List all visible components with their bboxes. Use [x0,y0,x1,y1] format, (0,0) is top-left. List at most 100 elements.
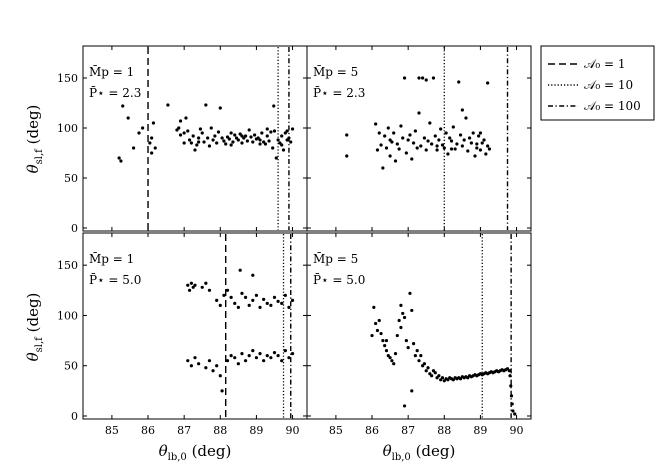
data-point [251,298,255,302]
data-point [509,384,513,388]
data-point [274,156,278,160]
data-point [406,138,410,142]
data-point [478,131,483,135]
data-point [487,147,492,151]
data-point [437,374,441,378]
data-point [272,295,277,299]
data-point [440,143,445,147]
data-point [431,76,436,80]
y-tick-label: 150 [57,259,78,272]
data-point [410,308,414,313]
y-tick-label: 150 [57,72,78,85]
data-point [202,140,206,144]
data-point [377,318,381,323]
data-point [402,76,407,80]
data-point [422,362,427,366]
data-point [253,133,257,137]
data-point [486,144,490,148]
data-point [204,281,208,285]
data-point [424,78,428,82]
panel-2: M̄p = 5 P̄⋆ = 2.3 [306,45,532,232]
data-point [204,103,208,107]
data-point [200,131,204,135]
x-tick-label: 87 [177,424,191,437]
data-point [184,116,188,120]
data-point [460,108,464,112]
data-point [426,366,430,370]
data-point [458,133,463,137]
data-point [258,138,262,142]
data-point [197,140,201,144]
data-point [193,148,197,152]
data-point [251,140,255,144]
data-point [195,143,199,147]
y-axis-label-top: θsl,f (deg) [24,105,45,174]
data-point [150,136,154,140]
data-point [424,148,428,152]
data-point [473,154,477,158]
data-point [345,154,349,158]
data-point [422,136,427,140]
data-point [419,354,423,358]
data-point [258,142,262,146]
data-point [448,136,452,140]
data-point [289,140,293,144]
data-point [186,359,190,363]
data-point [191,134,195,138]
data-point [451,125,455,129]
data-point [283,293,287,297]
data-point [240,141,244,145]
data-point [435,144,439,148]
data-point [267,139,271,143]
data-point [121,104,125,108]
data-point [415,349,419,353]
legend-label-dashed: 𝒜₀ = 1 [584,57,625,71]
y-tick-label: 0 [71,222,78,235]
data-point [433,371,437,375]
x-tick-label: 86 [365,424,379,437]
data-point [426,139,430,143]
data-point [402,315,407,320]
data-point [388,356,392,360]
data-point [209,126,213,130]
data-point [211,138,215,142]
data-point [197,136,201,140]
data-point [151,121,156,125]
data-point [462,138,466,142]
y-tick-label: 0 [71,410,78,423]
data-point [401,136,405,140]
data-point [475,142,479,146]
data-point [215,298,219,302]
data-point [148,141,152,145]
data-point [213,134,217,138]
data-point [247,354,251,358]
data-point [287,136,291,140]
data-point [381,166,385,170]
data-point [442,146,446,150]
data-point [424,369,428,373]
data-point [251,273,255,277]
data-point [200,285,204,289]
panel-annotation-mp: M̄p = 1 [89,64,134,79]
data-point [417,111,421,115]
data-point [207,359,212,363]
data-point [243,134,248,138]
data-point [220,389,224,393]
data-point [375,328,380,333]
data-point [397,147,401,151]
data-point [395,142,399,146]
data-point [198,127,203,131]
data-point [285,129,289,133]
data-point [265,301,269,305]
data-point [440,376,445,380]
data-point [375,148,380,152]
data-point [186,283,190,287]
data-point [395,333,399,338]
data-point [193,356,197,360]
data-point [467,136,472,140]
data-point [251,349,255,353]
data-point [229,143,233,147]
y-axis-label-bottom-base: θ [24,352,42,361]
data-point [265,354,269,358]
